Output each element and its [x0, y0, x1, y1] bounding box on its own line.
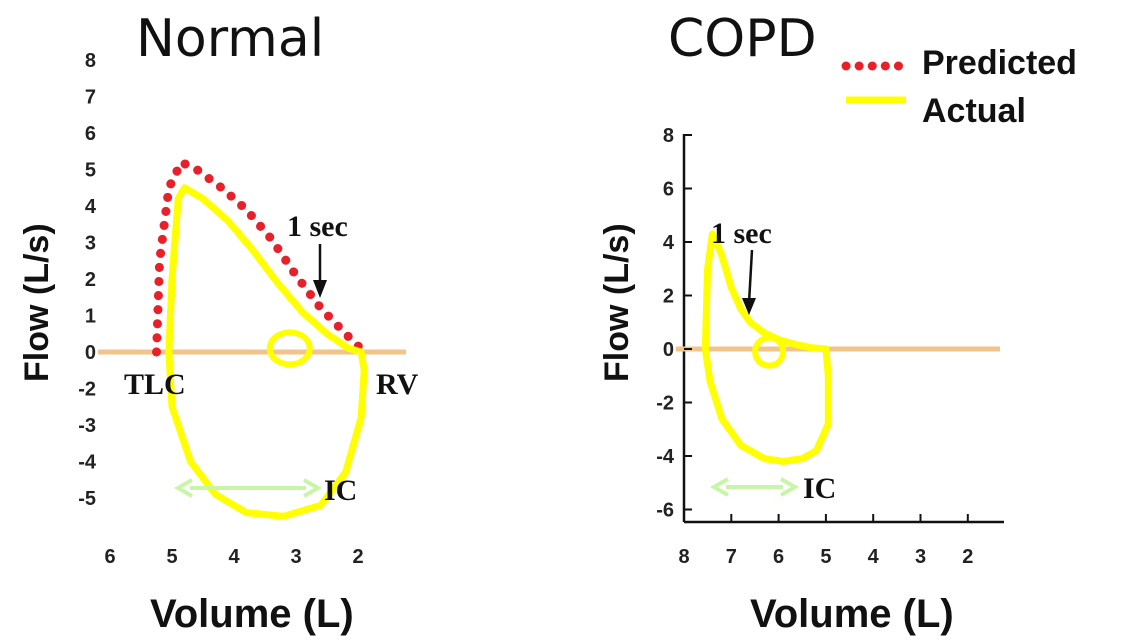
- normal-y-tick-label: 8: [85, 50, 96, 72]
- normal-y-tick-label: 0: [85, 342, 96, 364]
- copd-y-tick-label: -6: [656, 500, 674, 522]
- copd-ic-label: IC: [803, 472, 836, 505]
- copd-chart-axes: 8 6 4 2 0 -2 -4 -6 8 7 6 5 4 3 2: [656, 125, 1004, 568]
- copd-x-tick-label: 2: [962, 546, 973, 568]
- normal-y-tick-label: -3: [78, 415, 96, 437]
- normal-y-tick-label: 3: [85, 233, 96, 255]
- copd-y-tick-label: -2: [656, 393, 674, 415]
- normal-y-tick-label: 5: [85, 160, 96, 182]
- legend: Predicted Actual: [841, 44, 1077, 130]
- copd-ic-arrow: [709, 477, 800, 497]
- copd-chart-title: COPD: [668, 9, 817, 69]
- copd-one-sec-label: 1 sec: [711, 217, 772, 250]
- normal-x-tick-label: 5: [166, 546, 177, 568]
- normal-x-tick-label: 6: [104, 546, 115, 568]
- copd-x-tick-label: 6: [773, 546, 784, 568]
- copd-actual-series-line: [701, 230, 832, 465]
- copd-x-tick-label: 4: [868, 546, 880, 568]
- normal-ic-label: IC: [324, 474, 357, 507]
- legend-actual-label: Actual: [922, 92, 1026, 130]
- normal-y-tick-label: 6: [85, 123, 96, 145]
- normal-x-tick-label: 3: [290, 546, 301, 568]
- normal-y-tick-label: 2: [85, 269, 96, 291]
- copd-y-tick-label: 8: [663, 125, 674, 147]
- normal-x-axis-label: Volume (L): [150, 592, 354, 636]
- copd-y-tick-label: 4: [663, 232, 675, 254]
- normal-actual-series-line: [165, 184, 368, 520]
- normal-x-tick-label: 4: [228, 546, 240, 568]
- copd-chart-series: [701, 230, 832, 465]
- copd-y-tick-label: -4: [656, 446, 675, 468]
- copd-y-tick-label: 2: [663, 286, 674, 308]
- normal-y-tick-label: -5: [78, 488, 96, 510]
- normal-ic-arrow: [173, 478, 323, 498]
- normal-one-sec-arrow: [313, 244, 327, 298]
- copd-x-axis-label: Volume (L): [750, 592, 954, 636]
- normal-predicted-series-line: [152, 157, 369, 357]
- normal-rv-label: RV: [376, 368, 419, 401]
- normal-chart-series: [152, 157, 369, 520]
- normal-y-axis-label: Flow (L/s): [18, 223, 56, 382]
- normal-tidal-loop: [266, 329, 313, 368]
- normal-y-tick-label: 4: [85, 196, 97, 218]
- normal-y-tick-label: 7: [85, 87, 96, 109]
- copd-x-tick-label: 7: [726, 546, 737, 568]
- normal-one-sec-label: 1 sec: [287, 210, 348, 243]
- normal-tlc-label: TLC: [124, 368, 186, 401]
- normal-y-tick-label: -4: [78, 452, 97, 474]
- copd-one-sec-arrow: [742, 249, 756, 315]
- legend-predicted-label: Predicted: [922, 44, 1077, 82]
- normal-chart-axes: 8 7 6 5 4 3 2 1 0 -2 -3 -4 -5 6 5 4 3 2: [78, 50, 406, 568]
- copd-y-axis-label: Flow (L/s): [598, 223, 636, 382]
- copd-x-tick-label: 3: [915, 546, 926, 568]
- normal-x-tick-label: 2: [352, 546, 363, 568]
- normal-chart-title: Normal: [136, 9, 324, 69]
- copd-tidal-loop: [752, 334, 787, 369]
- normal-y-tick-label: 1: [85, 306, 96, 328]
- copd-y-tick-label: 0: [663, 339, 674, 361]
- normal-y-tick-label: -2: [78, 379, 96, 401]
- copd-y-tick-label: 6: [663, 179, 674, 201]
- copd-x-tick-label: 8: [678, 546, 689, 568]
- copd-x-tick-label: 5: [820, 546, 831, 568]
